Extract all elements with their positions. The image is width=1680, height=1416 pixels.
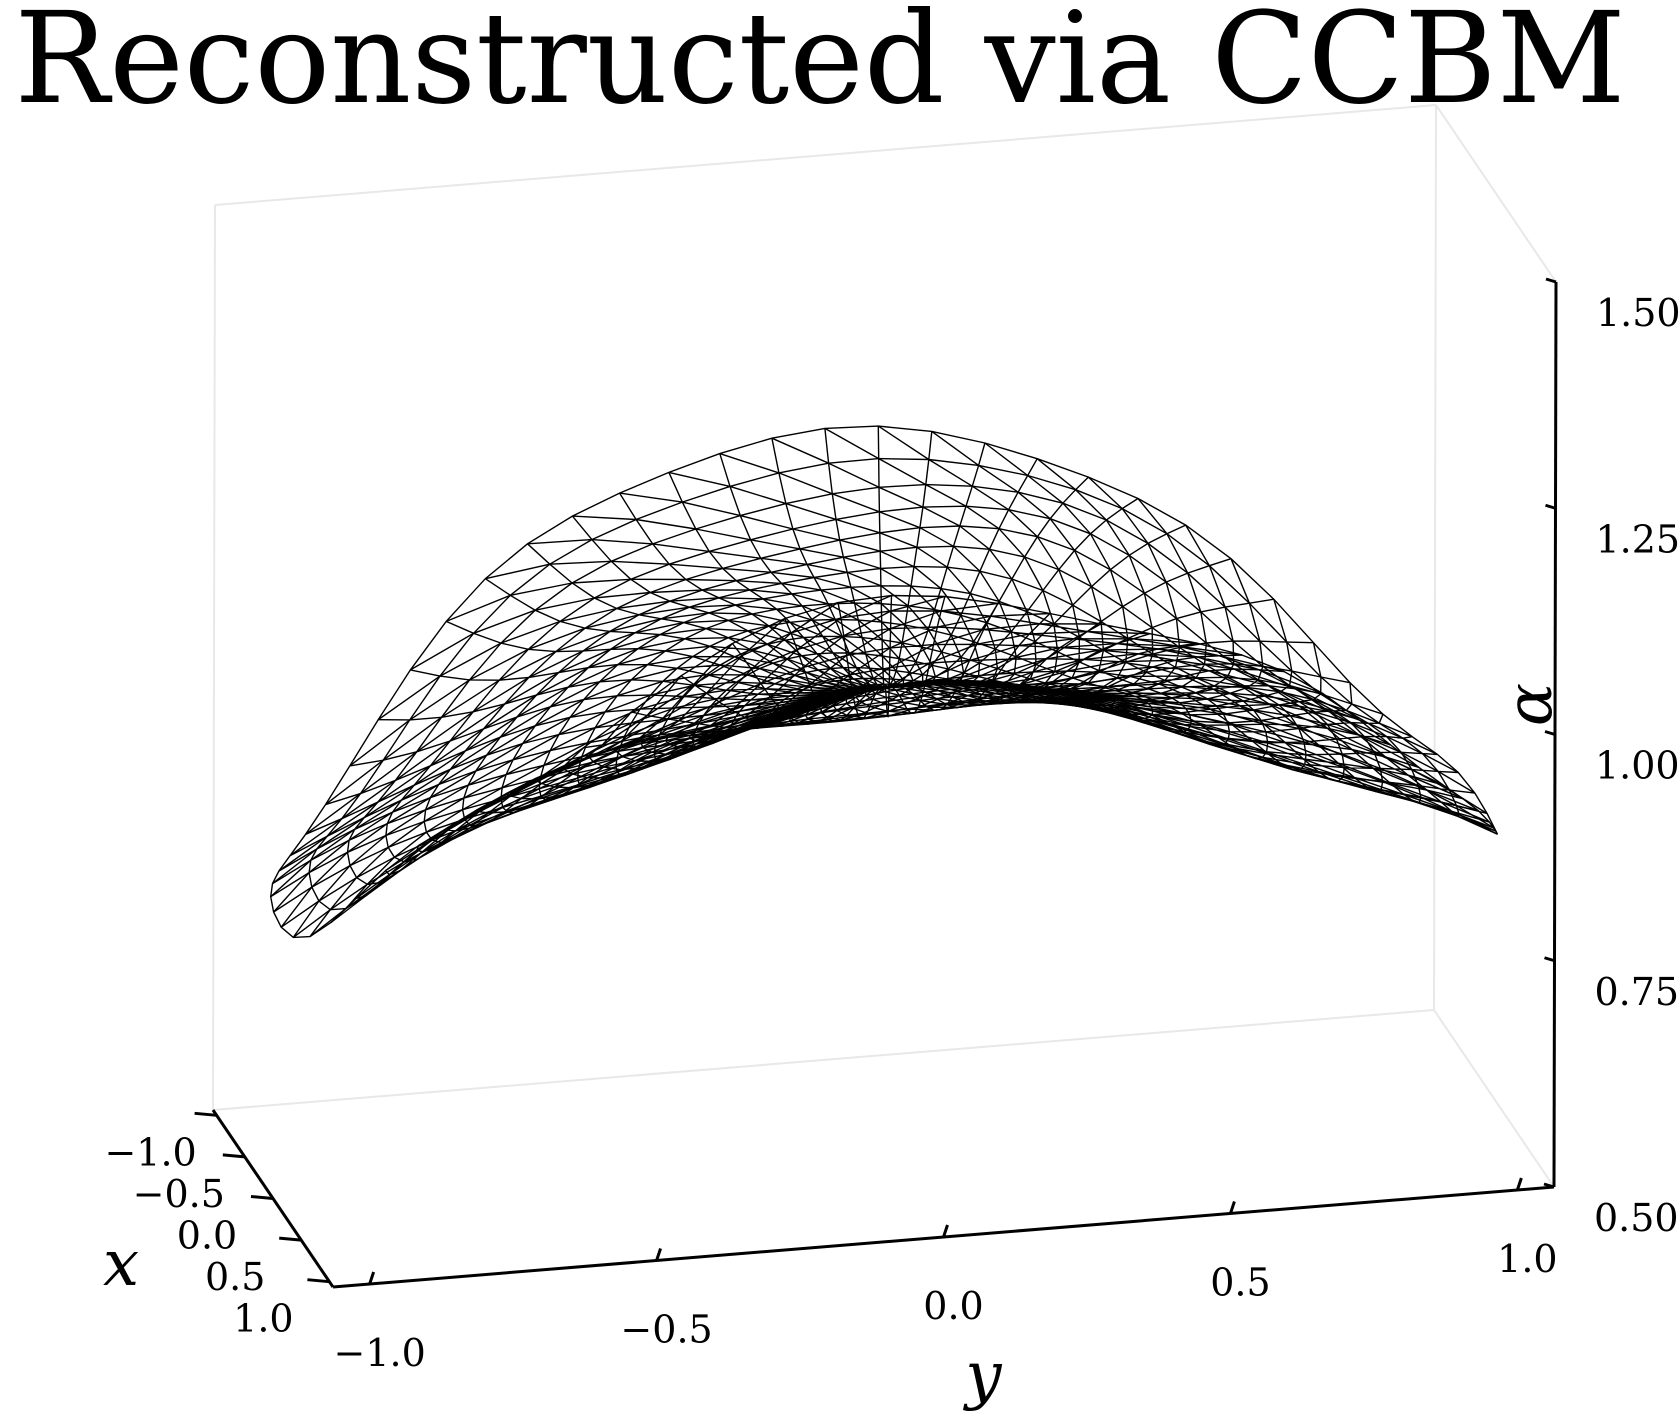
x-tick-mark-0 xyxy=(194,1111,217,1117)
z-tick-mark-2 xyxy=(1544,730,1556,736)
y-tick-mark-2 xyxy=(942,1224,949,1238)
y-tick-mark-4 xyxy=(1515,1177,1523,1191)
z-tick-label-3: 1.25 xyxy=(1596,517,1680,561)
y-tick-mark-1 xyxy=(655,1248,662,1261)
x-tick-label-1: −0.5 xyxy=(133,1172,225,1216)
chart-title: Reconstructed via CCBM xyxy=(14,0,1625,132)
y-tick-mark-0 xyxy=(368,1271,376,1285)
pane-edge-1 xyxy=(1433,1009,1555,1188)
z-axis-label: α xyxy=(1493,683,1567,726)
axes xyxy=(194,277,1558,1289)
axis-labels: −1.0−0.50.00.51.0−1.0−0.50.00.51.00.500.… xyxy=(103,291,1680,1413)
x-tick-mark-3 xyxy=(279,1236,302,1242)
pane-edge-0 xyxy=(212,1009,1435,1111)
y-tick-label-2: 0.0 xyxy=(923,1284,983,1328)
mesh-diagonals xyxy=(270,425,1498,938)
y-tick-label-3: 0.5 xyxy=(1210,1261,1270,1305)
y-tick-label-1: −0.5 xyxy=(620,1308,712,1352)
z-tick-mark-1 xyxy=(1544,956,1555,963)
pane-edges xyxy=(212,104,1557,1188)
z-tick-mark-4 xyxy=(1545,277,1557,284)
x-tick-label-3: 0.5 xyxy=(205,1255,265,1299)
mesh-spokes xyxy=(270,426,1498,938)
x-tick-mark-4 xyxy=(307,1278,330,1284)
surface-mesh xyxy=(269,425,1499,939)
pane-edge-3 xyxy=(1433,104,1437,1011)
z-tick-label-2: 1.00 xyxy=(1595,744,1680,788)
x-tick-label-4: 1.0 xyxy=(233,1297,293,1341)
pane-edge-4 xyxy=(214,104,1437,206)
z-tick-label-1: 0.75 xyxy=(1595,970,1680,1014)
z-tick-label-0: 0.50 xyxy=(1594,1196,1679,1240)
x-tick-label-0: −1.0 xyxy=(104,1130,196,1174)
pane-edge-5 xyxy=(1435,104,1557,283)
pane-edge-2 xyxy=(212,204,216,1111)
x-tick-label-2: 0.0 xyxy=(177,1214,237,1258)
x-axis-label: x xyxy=(103,1227,139,1301)
y-tick-mark-3 xyxy=(1229,1201,1236,1214)
z-tick-mark-0 xyxy=(1543,1182,1555,1189)
y-tick-label-4: 1.0 xyxy=(1497,1237,1557,1281)
y-axis-label: y xyxy=(962,1339,1002,1413)
z-tick-label-4: 1.50 xyxy=(1596,291,1680,335)
x-tick-mark-1 xyxy=(222,1153,245,1159)
z-tick-mark-3 xyxy=(1545,503,1556,510)
y-tick-label-0: −1.0 xyxy=(333,1331,425,1375)
x-tick-mark-2 xyxy=(250,1195,274,1200)
